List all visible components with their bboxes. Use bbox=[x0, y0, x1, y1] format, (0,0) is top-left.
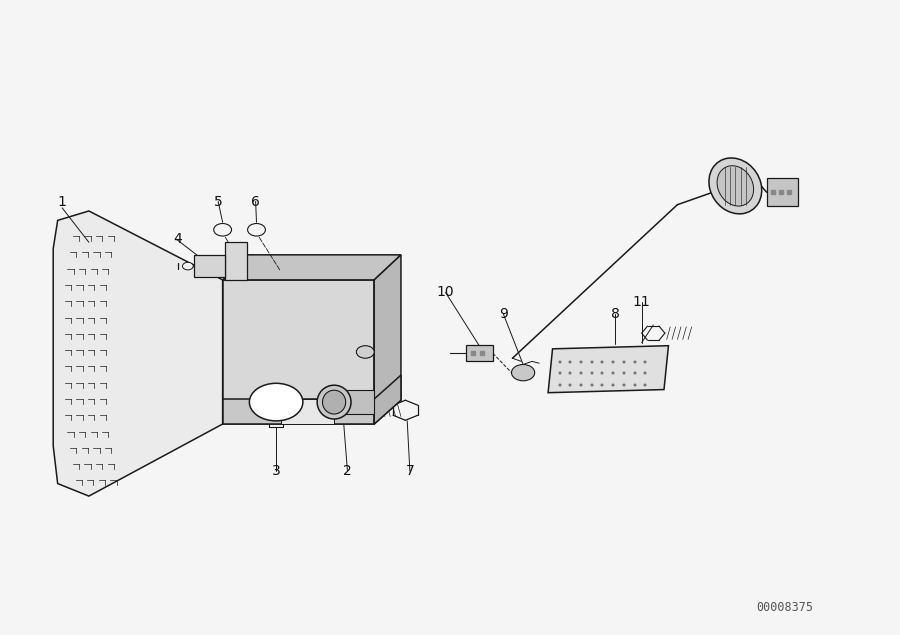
Text: 1: 1 bbox=[58, 194, 67, 208]
Polygon shape bbox=[334, 390, 374, 414]
Circle shape bbox=[249, 384, 303, 421]
Polygon shape bbox=[225, 243, 247, 280]
Polygon shape bbox=[374, 255, 401, 424]
Polygon shape bbox=[374, 375, 401, 424]
Text: 3: 3 bbox=[272, 464, 281, 478]
Text: 10: 10 bbox=[436, 286, 454, 300]
Ellipse shape bbox=[709, 158, 761, 214]
Polygon shape bbox=[222, 255, 401, 280]
Polygon shape bbox=[222, 399, 374, 424]
Text: 7: 7 bbox=[406, 464, 414, 478]
Polygon shape bbox=[194, 255, 225, 277]
Ellipse shape bbox=[317, 385, 351, 419]
Text: 9: 9 bbox=[500, 307, 508, 321]
Polygon shape bbox=[767, 178, 797, 206]
Polygon shape bbox=[222, 280, 374, 424]
Polygon shape bbox=[548, 345, 669, 392]
Polygon shape bbox=[53, 211, 222, 496]
Text: 5: 5 bbox=[214, 194, 222, 208]
Circle shape bbox=[511, 364, 535, 381]
Ellipse shape bbox=[717, 166, 753, 206]
Circle shape bbox=[248, 224, 266, 236]
Circle shape bbox=[183, 262, 194, 270]
Text: 8: 8 bbox=[610, 307, 619, 321]
Polygon shape bbox=[281, 399, 334, 424]
Text: 4: 4 bbox=[174, 232, 183, 246]
Text: 6: 6 bbox=[251, 194, 260, 208]
Text: 00008375: 00008375 bbox=[756, 601, 813, 613]
Text: 11: 11 bbox=[633, 295, 651, 309]
Circle shape bbox=[213, 224, 231, 236]
Text: 2: 2 bbox=[343, 464, 352, 478]
Circle shape bbox=[356, 345, 374, 358]
Polygon shape bbox=[466, 345, 493, 361]
Ellipse shape bbox=[322, 390, 346, 414]
